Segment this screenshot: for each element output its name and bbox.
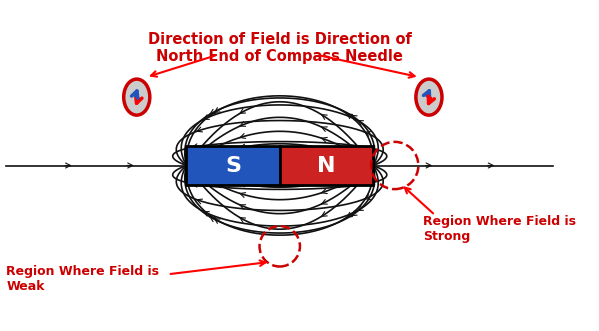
Text: Region Where Field is
Strong: Region Where Field is Strong bbox=[423, 215, 576, 243]
Text: S: S bbox=[225, 156, 241, 175]
Text: Region Where Field is
Weak: Region Where Field is Weak bbox=[6, 265, 159, 293]
Bar bbox=[186, 146, 280, 185]
Text: Direction of Field is Direction of
North End of Compass Needle: Direction of Field is Direction of North… bbox=[148, 32, 412, 64]
Ellipse shape bbox=[416, 79, 442, 115]
Text: N: N bbox=[317, 156, 335, 175]
Ellipse shape bbox=[124, 79, 150, 115]
Bar bbox=[280, 146, 373, 185]
